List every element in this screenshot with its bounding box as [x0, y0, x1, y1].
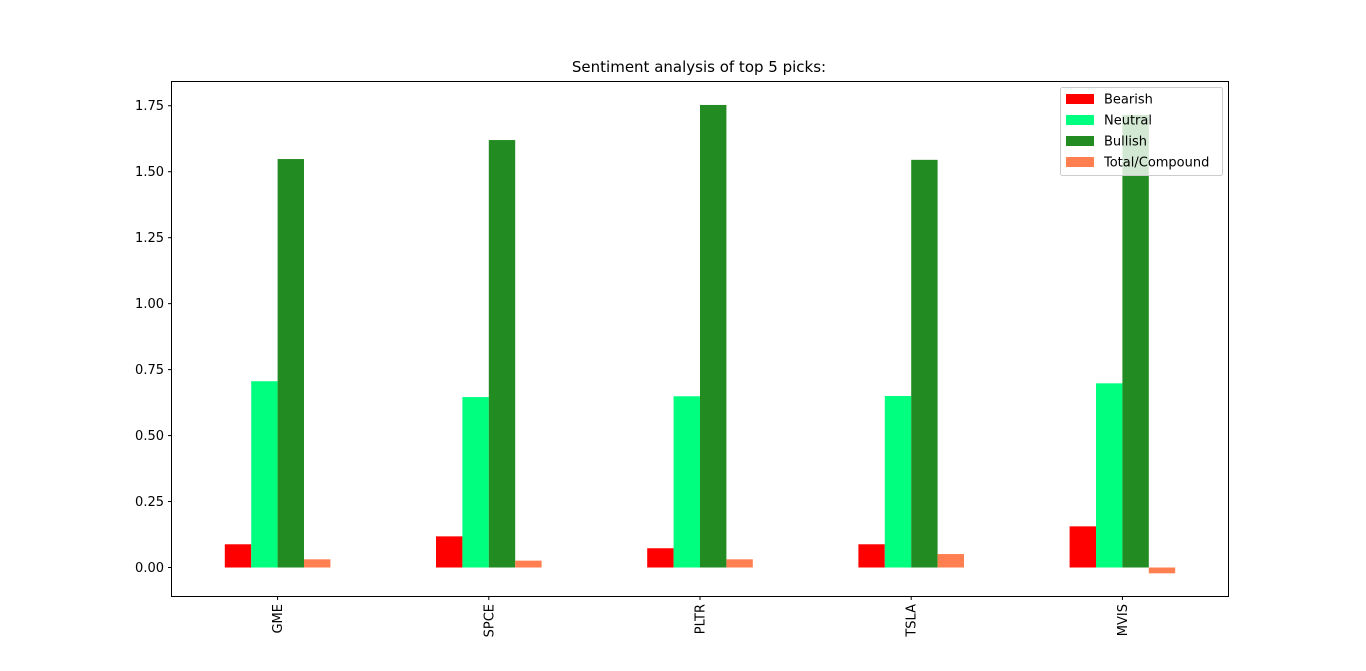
bar-bullish-tsla	[911, 159, 938, 568]
legend-swatch-neutral	[1066, 115, 1094, 125]
bar-bullish-spce	[488, 140, 516, 568]
bar-neutral-pltr	[673, 396, 700, 568]
bar-bearish-gme	[224, 544, 252, 568]
bar-total-compound-spce	[515, 560, 542, 568]
legend-swatch-bearish	[1066, 94, 1094, 104]
bar-total-compound-pltr	[726, 559, 753, 568]
y-axis: 0.00 0.25 0.50 0.75 1.00 1.25 1.50 1.75	[135, 99, 172, 576]
x-tick-label-mvis: MVIS	[1116, 604, 1131, 636]
y-tick-label: 1.00	[135, 297, 164, 312]
legend-swatch-total-compound	[1066, 157, 1094, 167]
y-tick-label: 1.25	[135, 231, 164, 246]
legend-box	[1060, 87, 1223, 176]
legend-label-neutral: Neutral	[1104, 114, 1152, 129]
bar-neutral-gme	[251, 381, 278, 568]
legend-label-bullish: Bullish	[1104, 135, 1147, 150]
legend-label-total-compound: Total/Compound	[1103, 156, 1209, 171]
x-tick-label-gme: GME	[271, 604, 286, 634]
bars-layer	[224, 104, 1176, 574]
y-tick-label: 0.50	[135, 429, 164, 444]
x-tick-label-tsla: TSLA	[905, 604, 920, 638]
bar-bearish-pltr	[647, 548, 674, 568]
bar-total-compound-tsla	[937, 554, 964, 568]
bar-bearish-mvis	[1069, 526, 1096, 568]
bar-total-compound-gme	[304, 559, 331, 568]
bar-bearish-tsla	[858, 544, 885, 568]
y-tick-label: 0.25	[135, 495, 164, 510]
x-tick-label-spce: SPCE	[482, 604, 497, 637]
y-tick-label: 1.50	[135, 165, 164, 180]
y-tick-label: 1.75	[135, 99, 164, 114]
legend: Bearish Neutral Bullish Total/Compound	[1060, 87, 1223, 176]
bar-neutral-mvis	[1096, 383, 1123, 568]
legend-swatch-bullish	[1066, 136, 1094, 146]
bar-neutral-tsla	[884, 395, 912, 568]
chart-title: Sentiment analysis of top 5 picks:	[572, 58, 826, 76]
x-axis: GME SPCE PLTR TSLA MVIS	[271, 596, 1131, 638]
bar-neutral-spce	[462, 397, 489, 568]
bar-total-compound-mvis	[1148, 567, 1176, 574]
bar-bullish-mvis	[1122, 114, 1149, 568]
y-tick-label: 0.00	[135, 561, 164, 576]
legend-label-bearish: Bearish	[1104, 93, 1153, 108]
x-tick-label-pltr: PLTR	[694, 604, 709, 634]
bar-bearish-spce	[436, 536, 463, 568]
y-tick-label: 0.75	[135, 363, 164, 378]
bar-bullish-gme	[277, 159, 304, 568]
bar-bullish-pltr	[700, 104, 727, 568]
